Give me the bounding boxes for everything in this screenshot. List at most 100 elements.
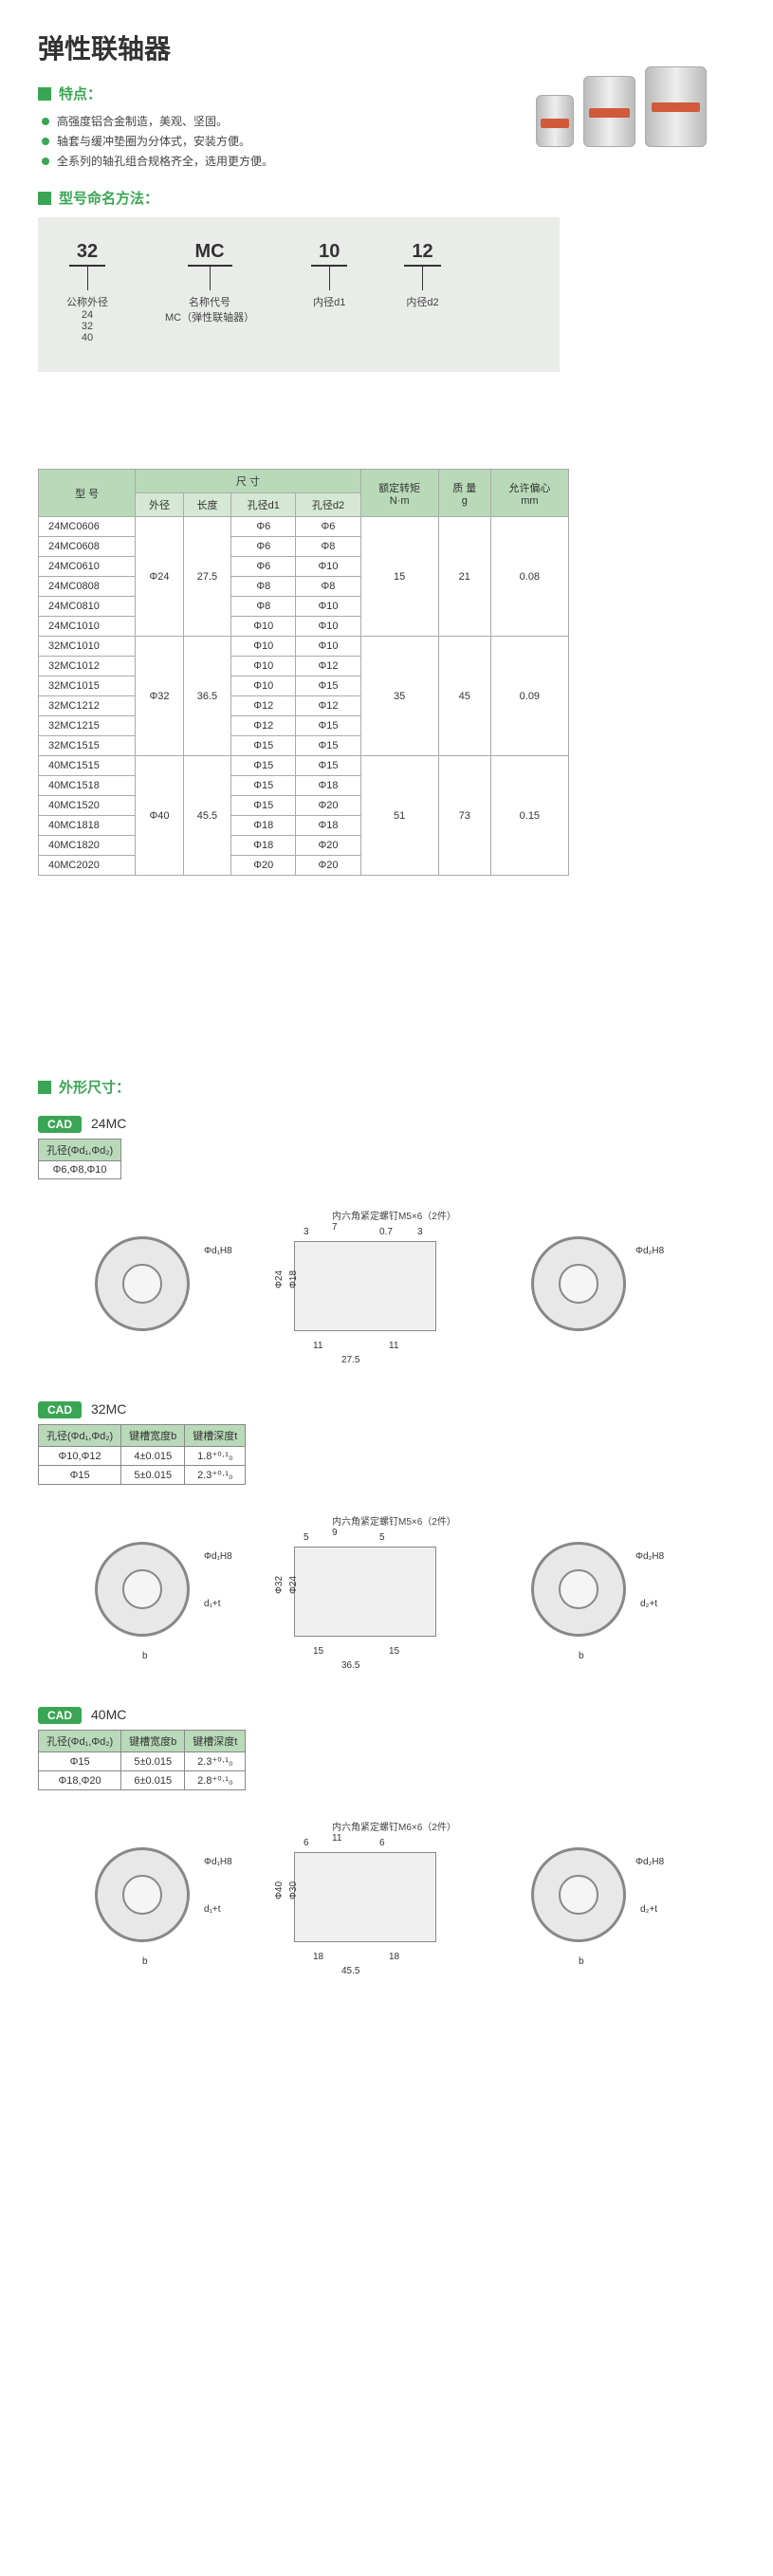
key-cell: Φ18,Φ20 (39, 1771, 121, 1790)
drawing: Φd₁H8内六角紧定螺钉M5×6（2件）Φ24Φ18111127.5370.73… (38, 1189, 702, 1379)
dim-d2h8: Φd₂H8 (635, 1551, 664, 1562)
dim-len: 36.5 (341, 1660, 359, 1671)
cell-d2: Φ20 (296, 856, 360, 876)
square-icon (38, 1081, 51, 1094)
cad-header: CAD24MC (38, 1116, 735, 1133)
col-sub: 孔径d2 (296, 493, 360, 517)
key-row: Φ155±0.0152.3⁺⁰·¹₀ (39, 1752, 246, 1771)
cell-ecc: 0.09 (490, 637, 568, 756)
cell-model: 32MC1010 (39, 637, 136, 657)
cell-d2: Φ20 (296, 796, 360, 816)
dim-top2: 9 (332, 1528, 338, 1538)
dot-icon (42, 138, 49, 145)
screw-note: 内六角紧定螺钉M6×6（2件） (332, 1819, 456, 1833)
cell-len: 27.5 (183, 517, 231, 637)
cell-d2: Φ10 (296, 557, 360, 577)
dim-half2: 15 (389, 1646, 399, 1657)
cell-model: 32MC1212 (39, 696, 136, 716)
cell-model: 32MC1012 (39, 657, 136, 676)
dim-key-b1: b (142, 1651, 148, 1661)
drawing: Φd₁H8内六角紧定螺钉M5×6（2件）Φ32Φ24151536.5595Φd₂… (38, 1494, 702, 1684)
dim-key-b1: b (142, 1956, 148, 1967)
key-header: 键槽宽度b (121, 1731, 185, 1752)
dim-top3: 6 (379, 1838, 385, 1848)
dim-id: Φ18 (288, 1270, 299, 1288)
product-image-medium (583, 76, 635, 147)
dim-top3: 0.7 (379, 1227, 393, 1237)
dims-header: 外形尺寸： (38, 1077, 735, 1097)
cell-d1: Φ10 (231, 676, 296, 696)
cell-mass: 73 (438, 756, 490, 876)
cell-len: 36.5 (183, 637, 231, 756)
cell-d2: Φ10 (296, 637, 360, 657)
line-icon (422, 267, 423, 290)
product-image-large (645, 66, 707, 147)
cell-len: 45.5 (183, 756, 231, 876)
feature-item: 全系列的轴孔组合规格齐全，选用更方便。 (42, 153, 735, 169)
cell-d2: Φ15 (296, 756, 360, 776)
naming-part: MC名称代号MC（弹性联轴器） (165, 241, 254, 343)
key-cell: Φ15 (39, 1752, 121, 1771)
cell-d1: Φ18 (231, 836, 296, 856)
cell-d2: Φ15 (296, 736, 360, 756)
key-row: Φ6,Φ8,Φ10 (39, 1161, 121, 1179)
cell-d1: Φ12 (231, 716, 296, 736)
cell-d2: Φ6 (296, 517, 360, 537)
naming-box: 32公称外径243240MC名称代号MC（弹性联轴器）10内径d112内径d2 (38, 217, 560, 372)
naming-sub: MC（弹性联轴器） (165, 309, 254, 324)
table-row: 32MC1010Φ3236.5Φ10Φ1035450.09 (39, 637, 569, 657)
col-sub: 长度 (183, 493, 231, 517)
col-sub: 孔径d1 (231, 493, 296, 517)
dim-id: Φ30 (288, 1881, 299, 1900)
spec-table: 型 号尺 寸额定转矩N·m质 量g允许偏心mm外径长度孔径d1孔径d224MC0… (38, 469, 569, 876)
col-torque: 额定转矩N·m (360, 470, 438, 517)
col-model: 型 号 (39, 470, 136, 517)
square-icon (38, 87, 51, 101)
feature-text: 轴套与缓冲垫圈为分体式，安装方便。 (57, 133, 250, 149)
dim-top1: 6 (304, 1838, 309, 1848)
cell-model: 24MC0808 (39, 577, 136, 597)
key-cell: 6±0.015 (121, 1771, 185, 1790)
key-cell: 2.3⁺⁰·¹₀ (185, 1752, 246, 1771)
key-cell: 5±0.015 (121, 1752, 185, 1771)
cell-d2: Φ18 (296, 776, 360, 796)
naming-code: 12 (404, 241, 440, 267)
col-dims: 尺 寸 (136, 470, 360, 493)
dim-top2: 7 (332, 1222, 338, 1232)
key-header: 键槽深度t (185, 1731, 246, 1752)
table-row: 24MC0606Φ2427.5Φ6Φ615210.08 (39, 517, 569, 537)
cell-model: 24MC0606 (39, 517, 136, 537)
cell-model: 24MC0608 (39, 537, 136, 557)
key-cell: 2.3⁺⁰·¹₀ (185, 1466, 246, 1485)
cell-d1: Φ10 (231, 637, 296, 657)
dim-top3: 5 (379, 1532, 385, 1543)
front-view-right (531, 1236, 626, 1331)
key-table: 孔径(Φd₁,Φd₂)键槽宽度b键槽深度tΦ155±0.0152.3⁺⁰·¹₀Φ… (38, 1730, 246, 1790)
feature-text: 全系列的轴孔组合规格齐全，选用更方便。 (57, 153, 273, 169)
cell-ecc: 0.08 (490, 517, 568, 637)
dim-key-d2: d₂+t (640, 1599, 657, 1609)
cell-d1: Φ10 (231, 617, 296, 637)
square-icon (38, 192, 51, 205)
cell-od: Φ24 (136, 517, 184, 637)
naming-sub: 40 (66, 332, 108, 343)
cell-model: 40MC2020 (39, 856, 136, 876)
key-header: 键槽深度t (185, 1425, 246, 1447)
dim-key-d1: d₁+t (204, 1599, 221, 1609)
dim-d1h8: Φd₁H8 (204, 1857, 232, 1867)
col-mass: 质 量g (438, 470, 490, 517)
cell-model: 32MC1515 (39, 736, 136, 756)
cell-torque: 51 (360, 756, 438, 876)
cell-model: 40MC1520 (39, 796, 136, 816)
cell-ecc: 0.15 (490, 756, 568, 876)
cell-model: 32MC1015 (39, 676, 136, 696)
key-table: 孔径(Φd₁,Φd₂)Φ6,Φ8,Φ10 (38, 1139, 121, 1179)
dims-label: 外形尺寸： (59, 1077, 130, 1097)
cell-model: 40MC1518 (39, 776, 136, 796)
naming-code: 32 (69, 241, 105, 267)
table-row: 40MC1515Φ4045.5Φ15Φ1551730.15 (39, 756, 569, 776)
cad-badge: CAD (38, 1707, 82, 1724)
col-ecc: 允许偏心mm (490, 470, 568, 517)
naming-desc: 公称外径 (66, 294, 108, 309)
screw-note: 内六角紧定螺钉M5×6（2件） (332, 1208, 456, 1222)
